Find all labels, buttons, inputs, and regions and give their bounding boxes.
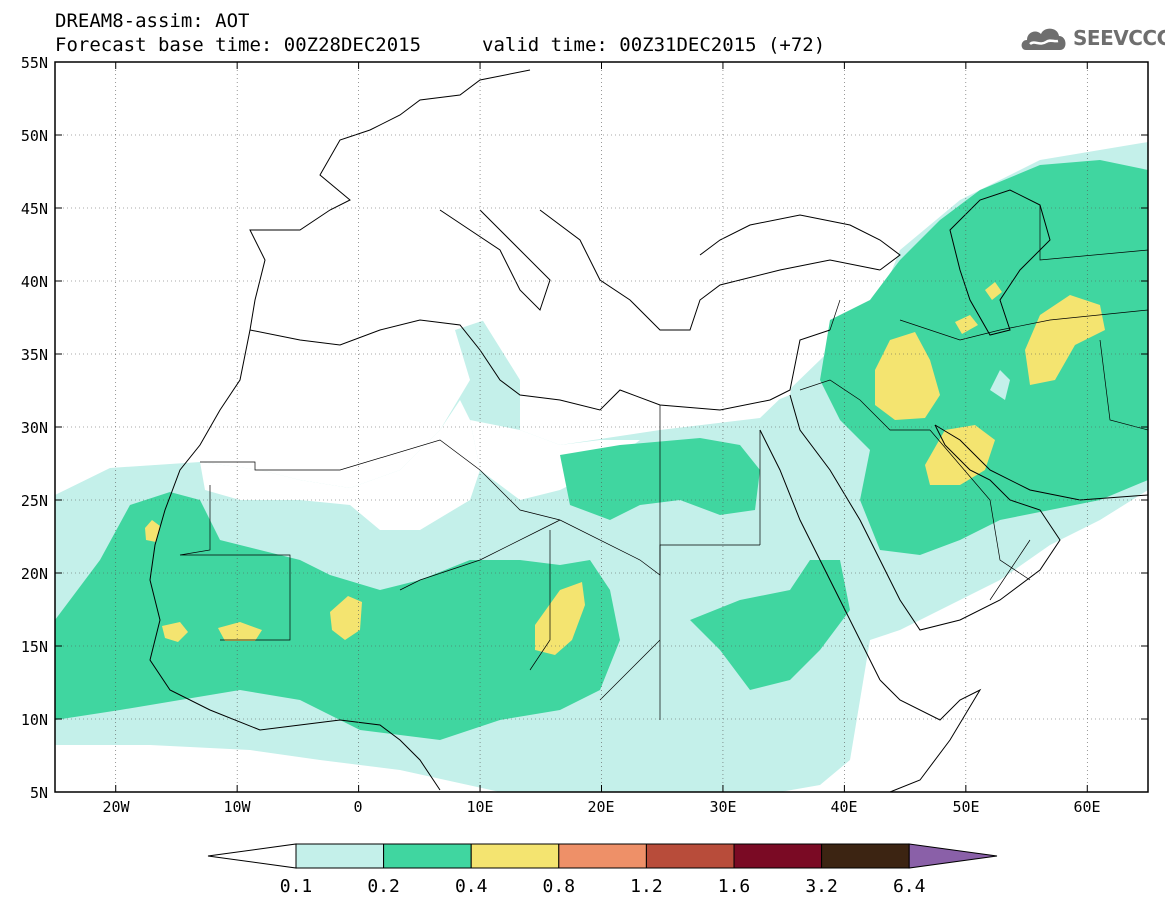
logo-text: SEEVCCC	[1073, 26, 1165, 50]
lon-label-40e: 40E	[830, 798, 857, 816]
aot-field-mediterranean-white	[470, 300, 800, 440]
aot-field-mauritania-yellow	[145, 520, 160, 542]
coastline-caspian	[949, 189, 1051, 336]
lon-label-50e: 50E	[952, 798, 979, 816]
legend-label-0-4: 0.4	[455, 876, 488, 897]
coastline-arabia	[789, 394, 1061, 631]
lat-label-35n: 35N	[21, 346, 48, 364]
aot-field-caspian-light	[990, 370, 1010, 400]
cloud-icon	[1021, 28, 1066, 50]
aot-field-zagros-yellow	[955, 315, 978, 334]
coastline-red-sea	[759, 429, 881, 681]
coastline-west-africa	[149, 329, 441, 791]
border-arabia	[929, 429, 1031, 601]
forecast-base-time: Forecast base time: 00Z28DEC2015	[55, 34, 422, 56]
valid-time: valid time: 00Z31DEC2015 (+72)	[482, 34, 826, 56]
legend-label-0-8: 0.8	[543, 876, 576, 897]
aot-field-sahara-white	[200, 400, 480, 530]
lat-label-10n: 10N	[21, 711, 48, 729]
aot-field-sahara-gap	[470, 420, 640, 500]
lat-label-45n: 45N	[21, 200, 48, 218]
aot-field-mali-yellow	[218, 622, 262, 641]
legend-label-1-6: 1.6	[718, 876, 751, 897]
seevccc-logo: SEEVCCC	[1018, 22, 1165, 56]
legend-label-0-2: 0.2	[367, 876, 400, 897]
graticule	[55, 62, 1148, 792]
aot-fields	[55, 142, 1148, 792]
lat-label-55n: 55N	[21, 54, 48, 72]
lat-label-25n: 25N	[21, 492, 48, 510]
lon-label-60e: 60E	[1073, 798, 1100, 816]
coastline-gulf-iran	[934, 424, 1148, 501]
border-sahel	[179, 485, 661, 720]
aot-field-chad-yellow	[535, 582, 585, 655]
colorbar-bin-2	[383, 843, 472, 869]
colorbar-bin-1	[295, 843, 385, 869]
border-libya-egypt	[659, 405, 761, 545]
lon-label-10e: 10E	[466, 798, 493, 816]
coastline-iberia-africa	[249, 319, 831, 411]
axis-ticks	[55, 61, 1148, 793]
colorbar-bin-7	[821, 843, 910, 869]
colorbar-bin-5	[645, 843, 735, 869]
lat-label-20n: 20N	[21, 565, 48, 583]
aot-field-sudan-green	[690, 560, 850, 690]
legend-label-6-4: 6.4	[893, 876, 926, 897]
lon-label-10w: 10W	[223, 798, 251, 816]
lon-label-0: 0	[353, 798, 362, 816]
colorbar-bin-4	[558, 843, 647, 869]
borders	[179, 205, 1148, 720]
border-middle-east	[799, 205, 1148, 431]
lat-label-50n: 50N	[21, 127, 48, 145]
aot-field-middle-east-green	[820, 160, 1148, 555]
colorbar	[207, 843, 998, 869]
coastline-italy-balkans	[439, 209, 881, 331]
colorbar-lower-arrow	[207, 843, 297, 869]
legend-label-3-2: 3.2	[805, 876, 838, 897]
coastline-black-sea	[699, 214, 901, 271]
coastlines	[149, 69, 1148, 792]
lat-label-5n: 5N	[30, 784, 48, 802]
aot-field-senegal-yellow	[162, 622, 188, 642]
lat-label-40n: 40N	[21, 273, 48, 291]
aot-field-iran-yellow	[1025, 295, 1105, 385]
lat-label-15n: 15N	[21, 638, 48, 656]
aot-field-niger-yellow	[330, 596, 362, 640]
lon-label-20w: 20W	[102, 798, 130, 816]
lon-label-30e: 30E	[709, 798, 736, 816]
coastline-horn-africa	[879, 679, 982, 792]
aot-field-caspian-yellow	[985, 282, 1002, 300]
legend-label-0-1: 0.1	[280, 876, 313, 897]
colorbar-upper-arrow	[908, 843, 998, 869]
colorbar-bin-6	[733, 843, 823, 869]
coastline-europe	[249, 69, 531, 331]
map-title: DREAM8-assim: AOT	[55, 10, 250, 32]
colorbar-bin-3	[470, 843, 560, 869]
lat-label-30n: 30N	[21, 419, 48, 437]
lon-label-20e: 20E	[587, 798, 614, 816]
legend-label-1-2: 1.2	[630, 876, 663, 897]
